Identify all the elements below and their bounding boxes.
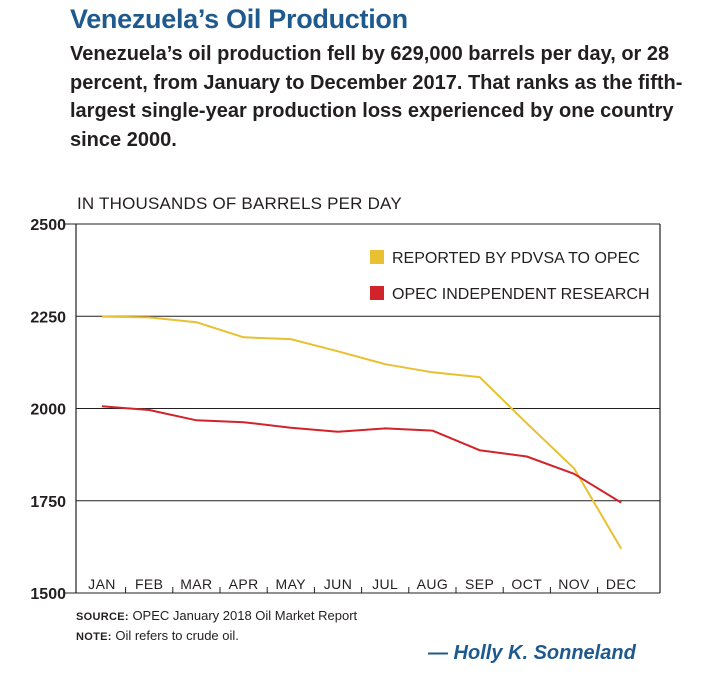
series-line xyxy=(101,405,622,504)
y-tick-label: 1500 xyxy=(30,586,66,600)
x-axis-labels: JAN FEB MAR APR MAY JUN JUL AUG SEP OCT NOV DEC xyxy=(88,576,636,593)
x-tick-label: JUN xyxy=(324,576,352,592)
x-tick-label: MAY xyxy=(276,576,307,592)
x-tick-label: MAR xyxy=(180,576,212,592)
series-line xyxy=(101,315,623,550)
x-tick-label: SEP xyxy=(465,576,494,592)
note: NOTE: Oil refers to crude oil. xyxy=(76,628,239,643)
y-tick-label: 2250 xyxy=(30,309,66,326)
y-axis-labels: 2500 2250 2000 1750 1500 xyxy=(30,217,66,600)
source-text: OPEC January 2018 Oil Market Report xyxy=(128,608,358,623)
note-text: Oil refers to crude oil. xyxy=(111,628,239,643)
x-tick-label: DEC xyxy=(606,576,637,592)
x-tick-label: NOV xyxy=(558,576,590,592)
x-tick-label: FEB xyxy=(135,576,163,592)
byline: — Holly K. Sonneland xyxy=(428,642,636,664)
source-label: SOURCE: xyxy=(76,611,129,623)
source-note: SOURCE: OPEC January 2018 Oil Market Rep… xyxy=(76,608,357,623)
x-tick-label: JAN xyxy=(88,576,116,592)
chart-subtitle: Venezuela’s oil production fell by 629,0… xyxy=(70,43,683,151)
x-tick-label: APR xyxy=(229,576,259,592)
grid-lines xyxy=(64,223,660,594)
chart-title: Venezuela’s Oil Production xyxy=(70,4,408,34)
legend-label: OPEC INDEPENDENT RESEARCH xyxy=(392,286,650,303)
x-tick-label: AUG xyxy=(417,576,449,592)
legend-swatch xyxy=(370,286,384,300)
y-tick-label: 2000 xyxy=(30,402,66,419)
y-tick-label: 1750 xyxy=(30,494,66,511)
legend-label: REPORTED BY PDVSA TO OPEC xyxy=(392,250,640,267)
series-lines xyxy=(101,315,623,550)
x-tick-label: JUL xyxy=(372,576,398,592)
line-chart: IN THOUSANDS OF BARRELS PER DAY 2500 2250… xyxy=(30,194,661,600)
y-tick-label: 2500 xyxy=(30,217,66,234)
unit-label: IN THOUSANDS OF BARRELS PER DAY xyxy=(77,194,402,213)
x-tick-label: OCT xyxy=(511,576,542,592)
note-label: NOTE: xyxy=(76,631,112,643)
legend-swatch xyxy=(370,250,384,264)
legend: REPORTED BY PDVSA TO OPEC OPEC INDEPENDEN… xyxy=(370,250,650,303)
